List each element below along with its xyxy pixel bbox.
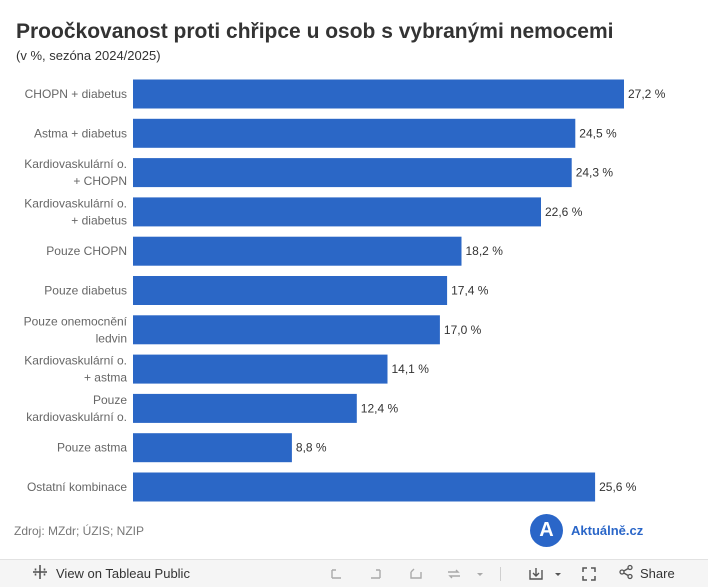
value-label-6: 17,0 %	[444, 323, 482, 337]
redo-icon[interactable]	[368, 566, 384, 582]
refresh-icon[interactable]	[446, 566, 462, 582]
value-label-4: 18,2 %	[466, 244, 504, 258]
bar-4[interactable]	[133, 236, 462, 266]
category-label-2: Kardiovaskulární o. + CHOPN	[24, 157, 127, 188]
bar-6[interactable]	[133, 315, 440, 345]
bar-1[interactable]	[133, 118, 576, 148]
share-icon	[618, 564, 634, 583]
undo-icon[interactable]	[328, 566, 344, 582]
source-note: Zdroj: MZdr; ÚZIS; NZIP	[14, 524, 145, 538]
bar-7[interactable]	[133, 354, 388, 384]
tableau-toolbar: View on Tableau Public Share	[0, 559, 708, 587]
share-label: Share	[640, 566, 675, 581]
category-label-8: Pouze kardiovaskulární o.	[26, 393, 127, 424]
tableau-logo-icon	[32, 564, 48, 583]
value-label-7: 14,1 %	[392, 362, 430, 376]
value-label-2: 24,3 %	[576, 166, 614, 180]
view-on-tableau-button[interactable]: View on Tableau Public	[32, 560, 190, 587]
download-icon[interactable]	[528, 566, 544, 582]
brand-logo-icon: A	[530, 514, 563, 547]
view-on-tableau-label: View on Tableau Public	[56, 566, 190, 581]
share-button[interactable]: Share	[618, 560, 675, 587]
revert-icon[interactable]	[408, 566, 424, 582]
category-label-3: Kardiovaskulární o. + diabetus	[24, 196, 127, 227]
download-dropdown-icon[interactable]	[550, 566, 566, 582]
category-label-9: Pouze astma	[57, 441, 127, 455]
brand-name: Aktuálně.cz	[571, 523, 644, 538]
bar-5[interactable]	[133, 276, 448, 305]
bar-3[interactable]	[133, 197, 541, 227]
bar-0[interactable]	[133, 79, 624, 109]
bar-2[interactable]	[133, 158, 572, 188]
brand[interactable]: A Aktuálně.cz	[530, 514, 643, 547]
category-label-10: Ostatní kombinace	[27, 480, 127, 494]
category-label-4: Pouze CHOPN	[46, 244, 127, 258]
bar-8[interactable]	[133, 393, 357, 423]
value-label-10: 25,6 %	[599, 480, 637, 494]
pause-dropdown-icon[interactable]	[472, 566, 488, 582]
category-label-0: CHOPN + diabetus	[25, 87, 127, 101]
bar-9[interactable]	[133, 433, 292, 463]
chart-title: Proočkovanost proti chřipce u osob s vyb…	[16, 20, 614, 43]
bar-chart: 27,2 % CHOPN + diabetus 24,5 % Astma + diab…	[24, 79, 666, 502]
value-label-3: 22,6 %	[545, 205, 583, 219]
category-label-5: Pouze diabetus	[44, 284, 127, 298]
value-label-8: 12,4 %	[361, 401, 399, 415]
toolbar-separator	[500, 567, 501, 581]
fullscreen-icon[interactable]	[581, 566, 597, 582]
category-label-6: Pouze onemocnění ledvin	[24, 314, 128, 345]
value-label-1: 24,5 %	[579, 126, 617, 140]
bar-10[interactable]	[133, 472, 596, 502]
value-label-9: 8,8 %	[296, 441, 327, 455]
category-label-7: Kardiovaskulární o. + astma	[24, 354, 127, 385]
value-label-0: 27,2 %	[628, 87, 666, 101]
chart-subtitle: (v %, sezóna 2024/2025)	[16, 48, 161, 63]
value-label-5: 17,4 %	[451, 284, 489, 298]
category-label-1: Astma + diabetus	[34, 126, 127, 140]
